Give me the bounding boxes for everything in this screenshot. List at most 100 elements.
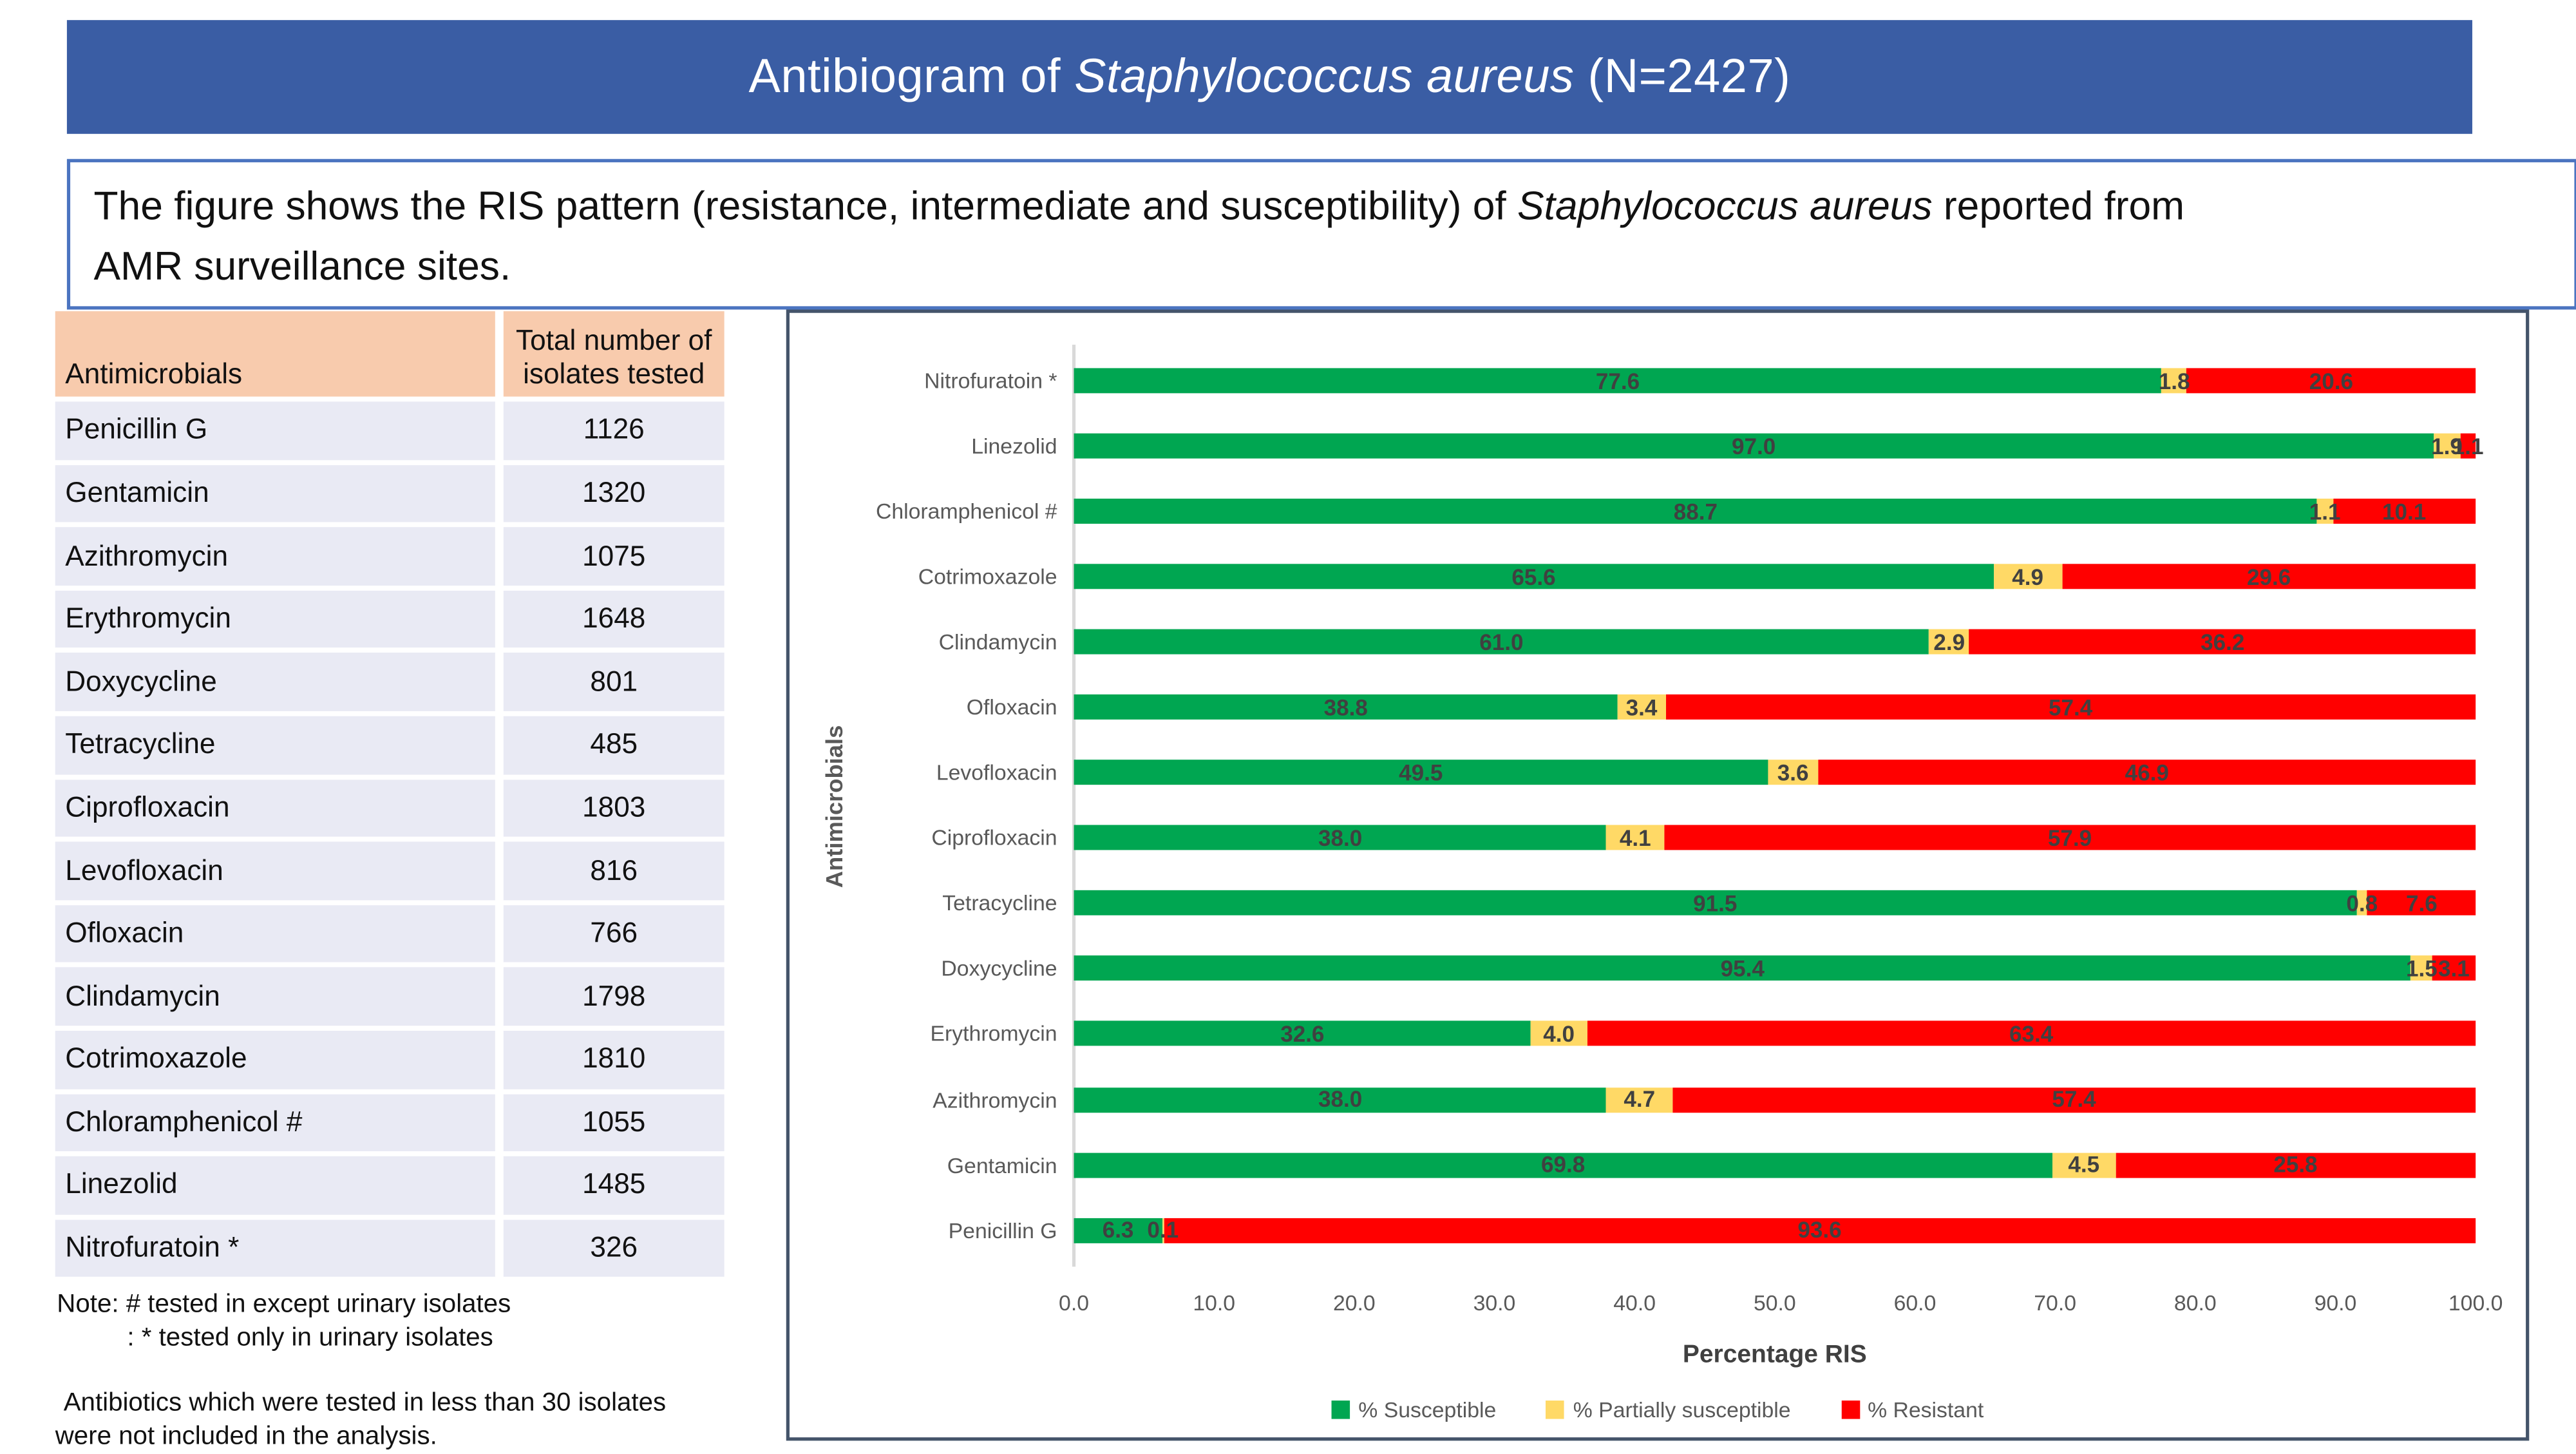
table-cell-antimicrobial: Cotrimoxazole (55, 1031, 495, 1089)
bar-track: 97.0 1.9 1.1 (1074, 433, 2484, 459)
bar-row: Tetracycline 91.5 0.8 7.6 (790, 871, 2476, 936)
table-cell-antimicrobial: Tetracycline (55, 716, 495, 774)
value-label: 20.6 (2309, 368, 2354, 394)
bar-segment-susceptible (1074, 499, 2318, 524)
bar-segment-susceptible (1074, 368, 2162, 394)
category-label: Chloramphenicol # (875, 499, 1057, 524)
table-cell-count: 1798 (503, 968, 724, 1026)
legend-item: % Susceptible (1331, 1397, 1497, 1422)
bar-row: Ciprofloxacin 38.0 4.1 57.9 (790, 805, 2476, 870)
legend-swatch (1841, 1401, 1860, 1419)
value-label: 88.7 (1673, 499, 1718, 524)
value-label: 4.9 (2012, 564, 2044, 589)
table-row: Linezolid 1485 (55, 1156, 724, 1214)
value-label: 2.9 (1933, 629, 1965, 655)
value-label: 29.6 (2246, 564, 2291, 589)
table-note-line1: Note: # tested in except urinary isolate… (57, 1290, 511, 1319)
legend: % Susceptible % Partially susceptible % Re… (790, 1397, 2526, 1422)
table-cell-antimicrobial: Ciprofloxacin (55, 779, 495, 837)
bar-segment-resistant (1587, 1021, 2476, 1047)
value-label: 6.3 (1102, 1217, 1134, 1243)
bar-segment-resistant (2460, 433, 2476, 459)
table-row: Gentamicin 1320 (55, 464, 724, 522)
legend-label: % Susceptible (1358, 1397, 1497, 1422)
bar-track: 77.6 1.8 20.6 (1074, 368, 2476, 394)
x-tick-label: 30.0 (1473, 1290, 1516, 1315)
bar-row: Erythromycin 32.6 4.0 63.4 (790, 1001, 2476, 1066)
value-label: 1.1 (2452, 433, 2484, 459)
bar-track: 38.0 4.1 57.9 (1074, 825, 2476, 851)
analysis-footnote: Antibiotics which were tested in less th… (55, 1387, 666, 1454)
table-cell-antimicrobial: Linezolid (55, 1156, 495, 1214)
x-axis-ticks: 0.0 10.0 20.0 30.0 40.0 50.0 60.0 70.0 80.0 90.0 1… (1059, 1290, 2503, 1321)
description-species: Staphylococcus aureus (1517, 184, 1933, 229)
value-label: 1.5 (2405, 956, 2438, 982)
category-label: Doxycycline (941, 956, 1057, 982)
bar-segment-susceptible (1074, 825, 1607, 851)
legend-label: % Partially susceptible (1573, 1397, 1791, 1422)
title-prefix: Antibiogram of (748, 49, 1075, 103)
category-label: Linezolid (971, 433, 1057, 459)
value-label: 0.1 (1147, 1217, 1179, 1243)
value-label: 3.4 (1625, 694, 1658, 720)
value-label: 32.6 (1280, 1021, 1325, 1047)
table-cell-count: 801 (503, 653, 724, 711)
bar-segment-resistant (1969, 629, 2476, 655)
table-cell-count: 1810 (503, 1031, 724, 1089)
table-cell-count: 326 (503, 1220, 724, 1277)
bar-track: 6.3 0.1 93.6 (1074, 1217, 2476, 1243)
bar-segment-resistant (1818, 760, 2476, 785)
table-cell-antimicrobial: Levofloxacin (55, 842, 495, 900)
table-cell-antimicrobial: Nitrofuratoin * (55, 1220, 495, 1277)
bar-row: Cotrimoxazole 65.6 4.9 29.6 (790, 544, 2476, 609)
bar-segment-partially-susceptible (1618, 694, 1666, 720)
value-label: 63.4 (2009, 1021, 2054, 1047)
table-header-antimicrobials: Antimicrobials (55, 311, 495, 397)
bar-row: Doxycycline 95.4 1.5 3.1 (790, 936, 2476, 1001)
bar-track: 65.6 4.9 29.6 (1074, 564, 2476, 589)
bar-row: Azithromycin 38.0 4.7 57.4 (790, 1067, 2476, 1132)
bar-segment-susceptible (1074, 1087, 1607, 1113)
table-cell-count: 816 (503, 842, 724, 900)
bar-segment-susceptible (1074, 629, 1929, 655)
table-cell-count: 1075 (503, 527, 724, 586)
bar-segment-susceptible (1074, 564, 1994, 589)
value-label: 57.4 (2048, 694, 2093, 720)
value-label: 38.0 (1318, 825, 1363, 851)
value-label: 3.1 (2438, 956, 2470, 982)
bar-track: 38.8 3.4 57.4 (1074, 694, 2476, 720)
table-cell-count: 766 (503, 904, 724, 963)
bar-segment-susceptible (1074, 1217, 1162, 1243)
table-cell-antimicrobial: Erythromycin (55, 590, 495, 649)
table-cell-count: 1485 (503, 1156, 724, 1214)
table-row: Ofloxacin 766 (55, 904, 724, 963)
bar-segment-susceptible (1074, 433, 2434, 459)
analysis-footnote-line1: Antibiotics which were tested in less th… (63, 1388, 667, 1417)
value-label: 57.9 (2047, 825, 2092, 851)
description-line1-suffix: reported from (1932, 184, 2185, 229)
bar-row: Ofloxacin 38.8 3.4 57.4 (790, 674, 2476, 740)
bar-segment-partially-susceptible (2356, 890, 2368, 916)
category-label: Erythromycin (930, 1021, 1057, 1047)
value-label: 1.8 (2158, 368, 2190, 394)
bar-segment-susceptible (1074, 1021, 1531, 1047)
bar-segment-partially-susceptible (1929, 629, 1970, 655)
table-cell-antimicrobial: Gentamicin (55, 464, 495, 522)
value-label: 69.8 (1541, 1152, 1586, 1178)
legend-swatch (1546, 1401, 1565, 1419)
title-species: Staphylococcus aureus (1074, 49, 1575, 103)
x-tick-label: 0.0 (1059, 1290, 1090, 1315)
value-label: 77.6 (1595, 368, 1640, 394)
description-line2: AMR surveillance sites. (93, 244, 511, 290)
bar-segment-partially-susceptible (1767, 760, 1819, 785)
bar-track: 49.5 3.6 46.9 (1074, 760, 2476, 785)
legend-label: % Resistant (1868, 1397, 1984, 1422)
bar-track: 61.0 2.9 36.2 (1074, 629, 2476, 655)
bar-segment-partially-susceptible (2052, 1152, 2116, 1178)
table-row: Tetracycline 485 (55, 716, 724, 774)
value-label: 46.9 (2125, 760, 2169, 785)
table-row: Penicillin G 1126 (55, 401, 724, 460)
bar-row: Linezolid 97.0 1.9 1.1 (790, 414, 2484, 479)
bar-segment-partially-susceptible (2161, 368, 2187, 394)
table-cell-antimicrobial: Azithromycin (55, 527, 495, 586)
